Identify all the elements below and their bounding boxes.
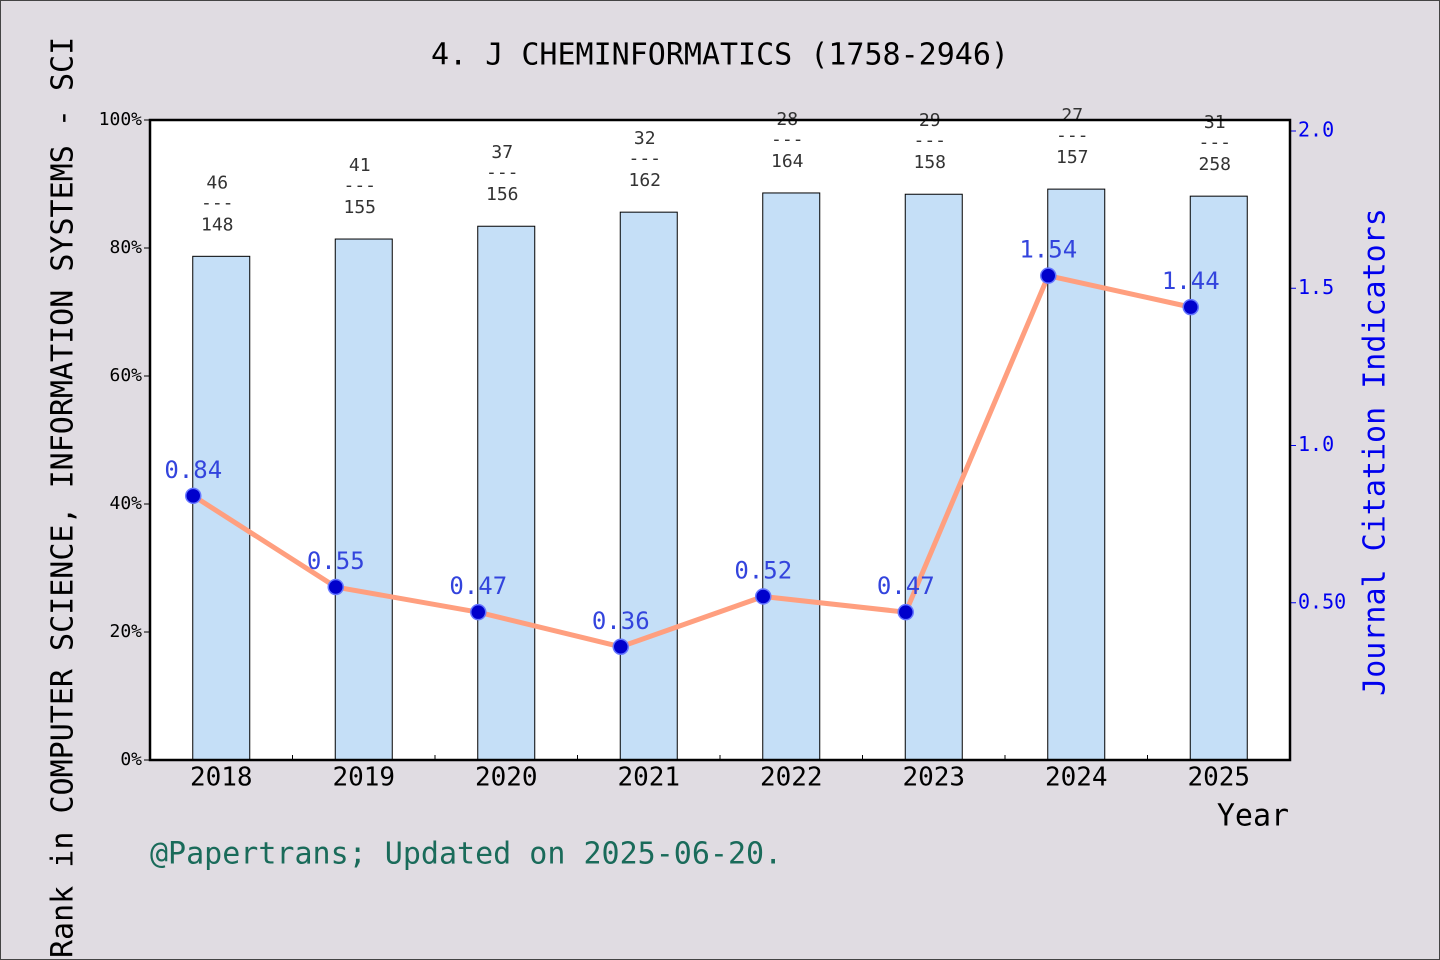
bar [334,238,393,761]
y2-tick-label: 2.0 [1298,118,1334,142]
bar [1189,195,1248,761]
x-axis-label: Year [1217,799,1289,834]
y-tick-label: 0% [120,749,142,770]
point [327,578,344,596]
x-tick-label: 2023 [902,763,965,793]
chart-title: 4. J CHEMINFORMATICS (1758-2946) [431,38,1009,73]
rank-label: 32 [634,128,656,149]
y-tick-label: 40% [109,493,142,514]
rank-label: 27 [1061,105,1083,126]
rank-separator: --- [486,162,519,183]
x-tick-label: 2025 [1187,763,1250,793]
rank-label: 41 [349,155,371,176]
y2-axis-label: Journal Citation Indicators [1358,208,1393,696]
x-tick-label: 2024 [1045,763,1108,793]
y-tick-label: 60% [109,365,142,386]
y-tick-label: 80% [109,237,142,258]
point [612,638,629,656]
y2-tick-label: 1.0 [1298,432,1334,456]
plot-frame [148,118,1292,762]
x-tick-label: 2021 [617,763,680,793]
total-label: 158 [913,152,946,173]
value-label: 0.36 [592,607,650,635]
point [470,603,487,621]
point [185,487,202,505]
y2-tick-label: 1.5 [1298,275,1334,299]
x-tick-label: 2020 [475,763,538,793]
bar [904,193,963,761]
value-label: 1.44 [1162,267,1220,295]
total-label: 258 [1198,154,1231,175]
bar [619,211,678,761]
total-label: 157 [1056,147,1089,168]
y-tick-label: 20% [109,621,142,642]
line [191,273,1192,650]
total-label: 156 [486,184,519,205]
y2-tick-label: 0.50 [1298,589,1346,613]
x-tick-label: 2019 [332,763,395,793]
total-label: 164 [771,151,804,172]
y-axis-label: Rank in COMPUTER SCIENCE, INFORMATION SY… [46,37,81,958]
rank-separator: --- [343,175,376,196]
footer: @Papertrans; Updated on 2025-06-20. [150,837,782,872]
total-label: 148 [201,214,234,235]
rank-separator: --- [913,130,946,151]
value-label: 0.84 [164,456,222,484]
value-label: 0.52 [734,556,792,584]
total-label: 155 [343,197,376,218]
x-tick-label: 2018 [190,763,253,793]
point [1040,267,1057,284]
total-label: 162 [628,170,661,191]
bar [762,192,821,761]
value-label: 0.47 [877,572,935,600]
value-label: 0.47 [449,572,507,600]
bar [192,255,251,761]
rank-label: 46 [206,172,228,193]
rank-separator: --- [1198,132,1231,153]
point [897,603,914,621]
rank-separator: --- [201,192,234,213]
point [1182,298,1199,316]
rank-separator: --- [628,148,661,169]
rank-label: 31 [1204,112,1226,133]
value-label: 0.55 [307,547,365,575]
y-tick-label: 100% [99,109,143,130]
bar [477,225,536,761]
rank-separator: --- [1056,125,1089,146]
rank-label: 37 [491,142,513,163]
x-tick-label: 2022 [760,763,823,793]
value-label: 1.54 [1019,236,1077,264]
point [755,588,772,605]
plot-area [150,120,1290,760]
rank-separator: --- [771,129,804,150]
